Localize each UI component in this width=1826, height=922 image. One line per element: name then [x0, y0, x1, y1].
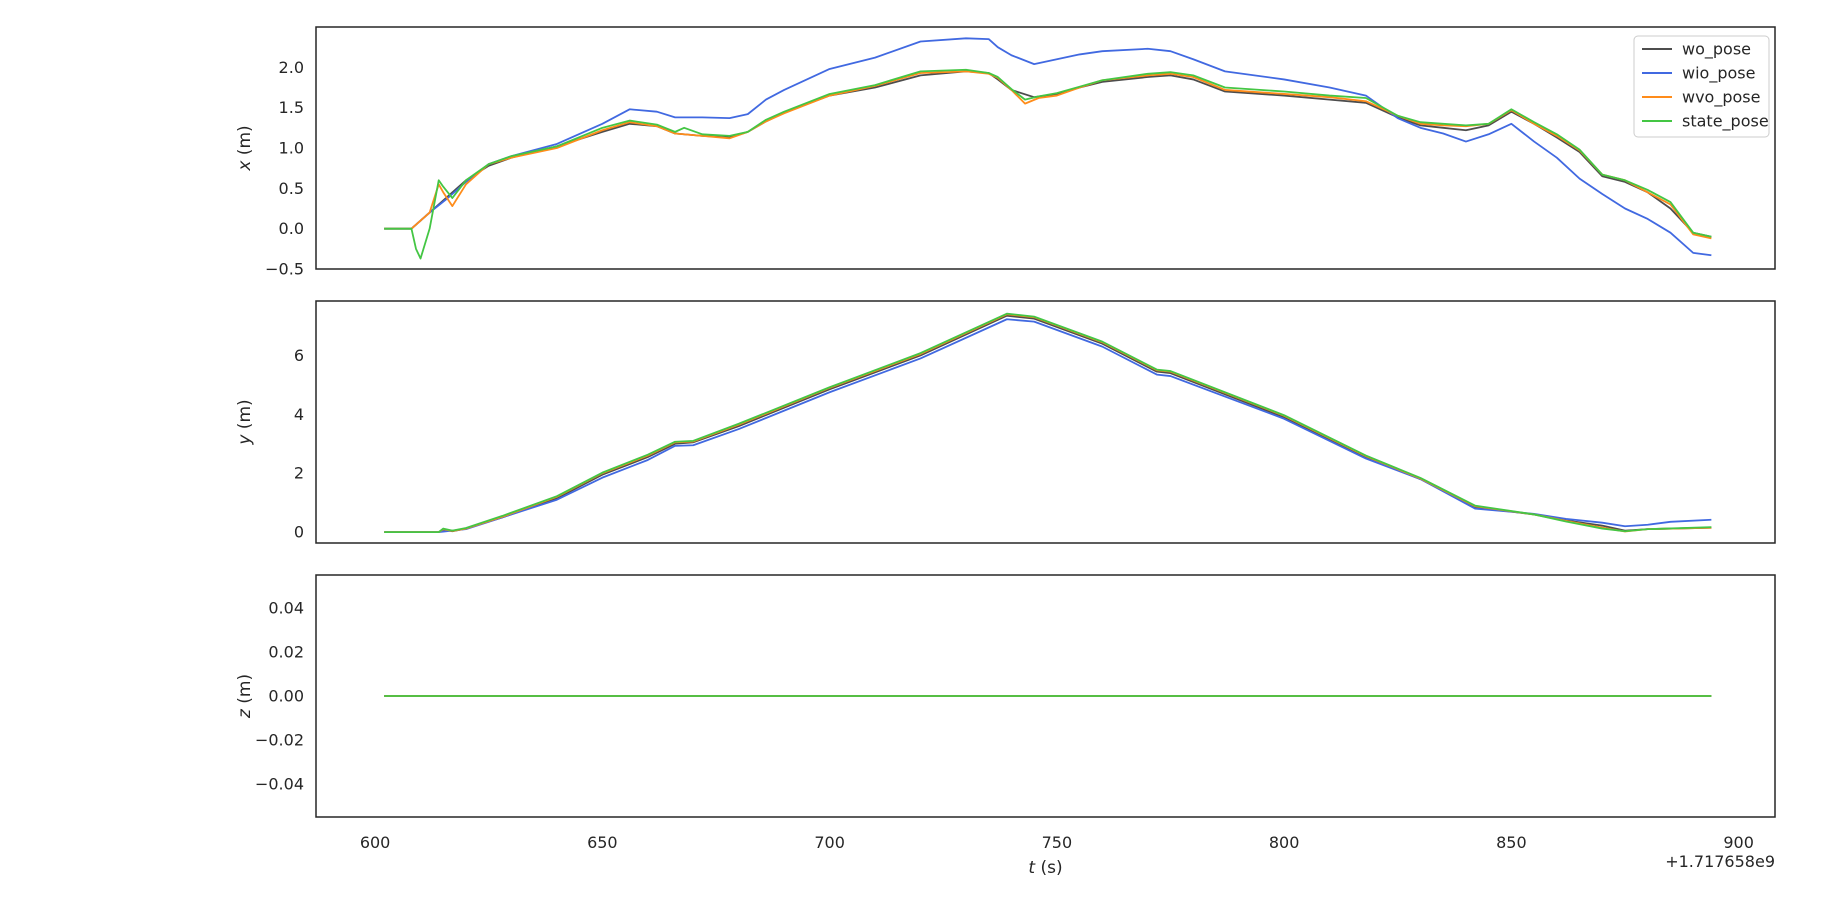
y-tick-label: 0.02: [268, 643, 304, 662]
y-axis-label: y (m): [235, 399, 255, 445]
y-tick-label: 0.5: [279, 179, 304, 198]
legend-entry: wvo_pose: [1682, 88, 1760, 108]
y-tick-label: 0: [294, 523, 304, 542]
legend-entry: wio_pose: [1682, 64, 1755, 84]
series-line-wvo_pose: [384, 313, 1712, 534]
x-tick-label: 850: [1496, 833, 1527, 852]
axes-frame: [315, 300, 1776, 544]
y-axis-label: z (m): [235, 674, 255, 719]
legend-entry: wo_pose: [1682, 40, 1751, 60]
y-tick-label: 0.04: [268, 599, 304, 618]
legend: wo_pose wio_pose wvo_pose state_pose: [1633, 35, 1770, 138]
subplot-y: 0 2 4 6 y (m): [235, 300, 1776, 544]
x-tick-label: 800: [1269, 833, 1300, 852]
y-tick-label: 1.0: [279, 139, 304, 158]
series-line-wvo_pose: [384, 70, 1712, 240]
x-tick-label: 700: [814, 833, 845, 852]
subplot-x: −0.50.00.51.01.52.0x (m)wo_posewio_posew…: [235, 26, 1776, 279]
x-tick-label: 650: [587, 833, 618, 852]
subplot-z: −0.04 −0.02 0.00 0.02 0.04 z (m) 600 650 700 750 8…: [235, 574, 1776, 878]
series-line-state_pose: [384, 68, 1712, 260]
x-offset-label: +1.717658e9: [1665, 852, 1775, 871]
legend-entry: state_pose: [1682, 112, 1769, 132]
y-tick-label: −0.04: [255, 775, 304, 794]
series-line-wio_pose: [384, 37, 1712, 257]
y-tick-label: 1.5: [279, 98, 304, 117]
y-tick-label: 2.0: [279, 58, 304, 77]
y-tick-label: 4: [294, 405, 304, 424]
series-group: [384, 37, 1712, 260]
y-tick-label: 6: [294, 346, 304, 365]
axes-frame: [315, 26, 1776, 270]
series-line-wo_pose: [384, 314, 1712, 534]
axes-frame: [315, 574, 1776, 818]
y-tick-label: 2: [294, 464, 304, 483]
y-tick-label: 0.0: [279, 219, 304, 238]
x-tick-label: 750: [1042, 833, 1073, 852]
x-tick-label: 900: [1723, 833, 1754, 852]
x-axis-label: t (s): [1028, 858, 1062, 878]
series-group: [384, 312, 1712, 534]
y-tick-label: −0.5: [265, 260, 304, 279]
y-tick-label: 0.00: [268, 687, 304, 706]
series-line-state_pose: [384, 312, 1712, 534]
series-line-wio_pose: [384, 318, 1712, 534]
y-axis-label: x (m): [235, 125, 255, 171]
y-tick-label: −0.02: [255, 731, 304, 750]
x-tick-label: 600: [360, 833, 391, 852]
